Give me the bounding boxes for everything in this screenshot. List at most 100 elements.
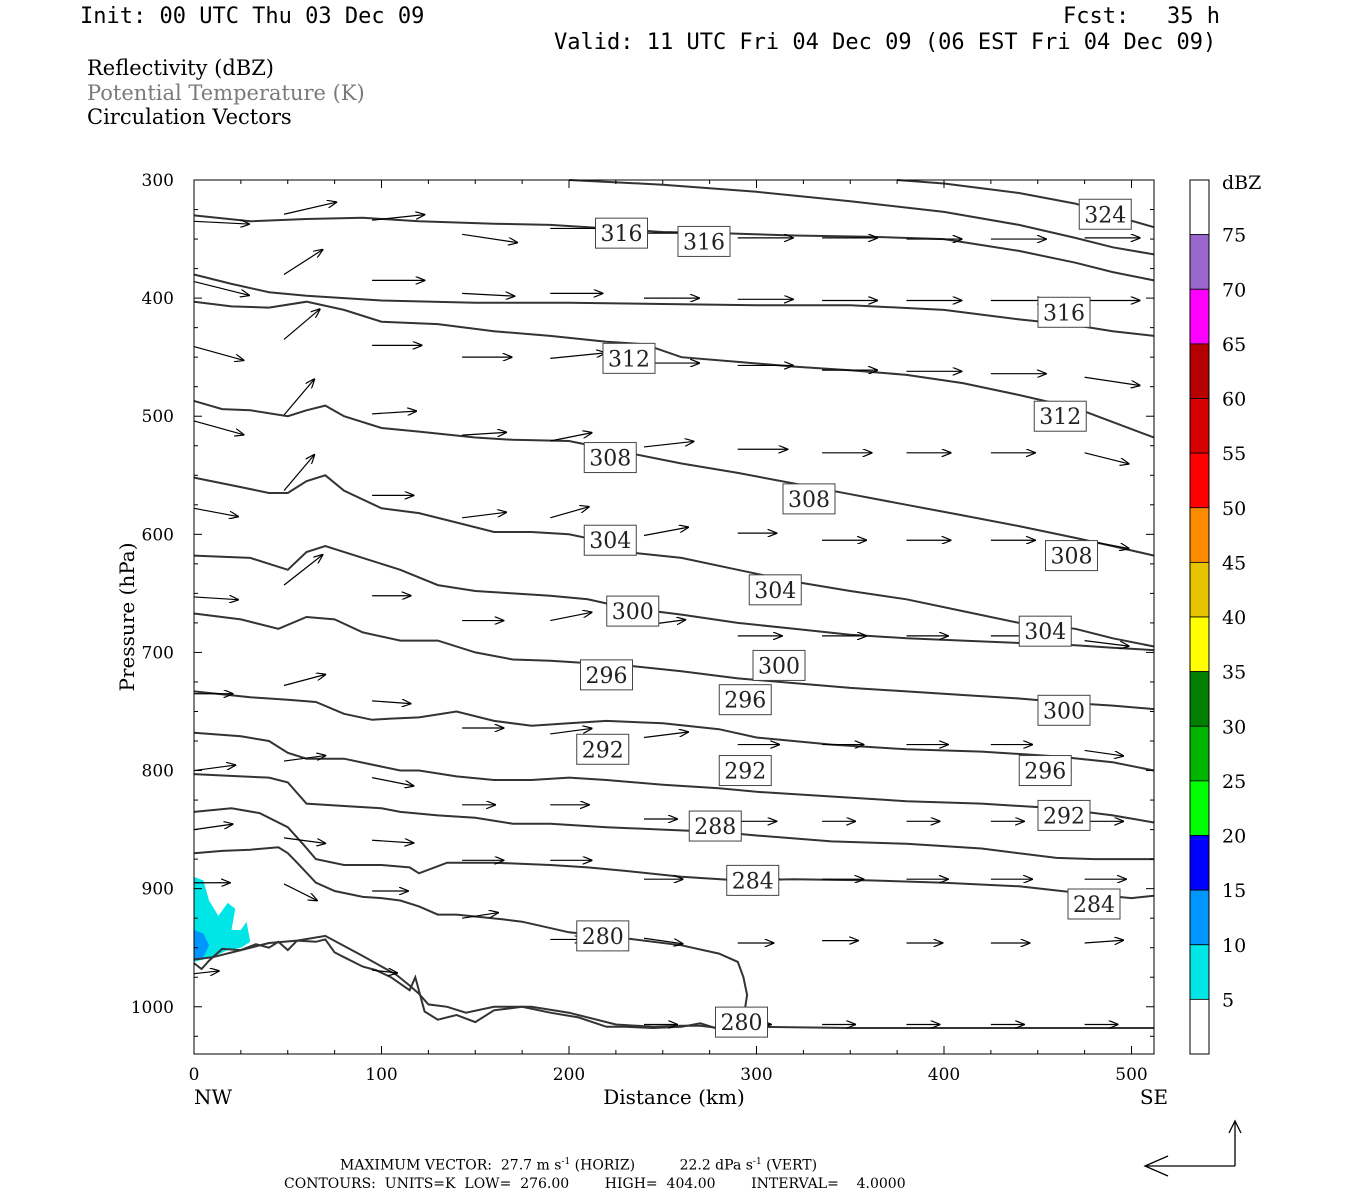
colorbar-level-label: 30 [1222,716,1246,738]
vector-arrow [283,837,325,844]
contour-label-box [752,649,806,681]
contour-label-text: 308 [589,447,631,472]
contour-label-box [606,595,660,627]
vector-arrow [283,309,320,340]
max-vector-note: MAXIMUM VECTOR: 27.7 m s-1 (HORIZ) 22.2 … [340,1157,818,1174]
contour-label-text: 292 [1043,804,1085,829]
theta-contour-320 [193,214,1155,282]
valid-time: Valid: 11 UTC Fri 04 Dec 09 (06 EST Fri … [554,30,1217,55]
vector-arrow [550,433,591,442]
contour-label-text: 312 [1039,405,1081,430]
colorbar-bin [1189,179,1210,236]
contour-label: 316 [595,217,648,249]
contour-label-box [1037,694,1091,726]
theta-contour-324 [193,273,1155,337]
contour-label-box [715,1006,768,1038]
colorbar-level-label: 5 [1222,989,1234,1011]
contour-label-text: 284 [1073,893,1115,918]
vector-arrow [283,555,323,586]
contour-label-text: 300 [612,600,654,625]
contour-label: 304 [583,524,637,556]
contour-label: 292 [1037,799,1091,831]
contour-label-text: 304 [589,529,631,554]
contour-label-text: 280 [582,925,624,950]
contour-label-text: 316 [683,230,725,255]
contour-label: 280 [576,920,630,952]
reference-vector-icon [1143,1119,1242,1177]
forecast-label: Fcst: [1063,4,1130,29]
forecast-hour: 35 h [1167,4,1220,29]
vector-arrow [283,883,317,901]
contour-label-box [583,524,637,556]
contour-label-box [1067,888,1121,920]
x-tick-label: 0 [189,1065,200,1085]
y-tick-label: 900 [142,880,174,900]
theta-contour-284 [193,807,1155,900]
field-reflectivity: Reflectivity (dBZ) [87,56,275,80]
axes: 300 400 500 600 700 800 900 1000 0 100 200 300 400 50… [131,171,1154,1085]
vector-arrow [643,527,688,537]
contour-label: 316 [677,225,731,257]
theta-contour-308 [193,474,1155,648]
contour-label: 300 [1037,694,1091,726]
contour-label-box [1018,615,1072,647]
vector-arrow [193,507,238,516]
colorbar-bin [1189,780,1210,836]
vector-arrow [283,250,323,275]
vector-arrow [193,221,249,224]
contour-label-box [1078,198,1132,230]
vector-arrow [643,937,683,944]
contour-label-box [1037,296,1091,328]
contour-label-box [1045,540,1098,572]
colorbar-bin [1189,725,1210,782]
contour-label-text: 300 [758,654,800,679]
vector-arrow [643,732,688,739]
contour-label-text: 324 [1084,203,1126,228]
theta-contour-312 [193,399,1155,557]
theta-contour-304 [193,545,1155,652]
contour-label-box [677,225,731,257]
vector-arrow [193,280,249,296]
reflectivity-patch-0 [194,876,251,962]
contour-label: 300 [606,595,660,627]
colorbar-bin [1189,998,1210,1055]
theta-contour-300 [193,612,1155,711]
contour-label-box [1033,400,1087,432]
contour-label-text: 308 [1051,545,1093,570]
contour-label: 296 [718,684,772,716]
contour-label-text: 308 [788,488,830,513]
vector-arrow [1084,376,1140,385]
vector-arrow [462,233,517,242]
x-tick-label: 500 [1115,1065,1147,1085]
contour-label: 316 [1037,296,1091,328]
contour-label: 296 [1018,755,1072,787]
contour-label-text: 292 [724,760,766,785]
vector-arrow [372,701,411,704]
x-tick-label: 200 [553,1065,585,1085]
vector-arrow [193,824,233,831]
colorbar-level-label: 60 [1222,389,1246,411]
vector-arrow [283,455,314,492]
contour-label-text: 296 [1024,760,1066,785]
y-tick-label: 1000 [131,998,174,1018]
contour-label: 324 [1078,198,1132,230]
vector-arrow [193,345,244,361]
colorbar-frame [1189,179,1210,1055]
contour-label-text: 316 [1043,301,1085,326]
colorbar-title: dBZ [1222,172,1261,194]
colorbar-level-label: 50 [1222,498,1246,520]
colorbar-level-label: 10 [1222,935,1246,957]
vector-arrow [283,675,325,687]
contour-label-box [580,659,633,691]
contour-label: 292 [576,733,630,765]
contour-label-text: 280 [721,1011,763,1036]
contour-label-text: 288 [694,815,736,840]
vector-arrow [462,293,514,296]
theta-contour-316 [193,300,1155,439]
colorbar-bin [1189,835,1210,891]
dbz-colorbar: dBZ 75 70 65 60 55 50 45 40 35 30 25 20 15 10 5 [1189,172,1261,1055]
theta-contours [193,179,1155,1031]
colorbar-bin [1189,944,1210,1000]
contour-label: 308 [782,483,836,515]
